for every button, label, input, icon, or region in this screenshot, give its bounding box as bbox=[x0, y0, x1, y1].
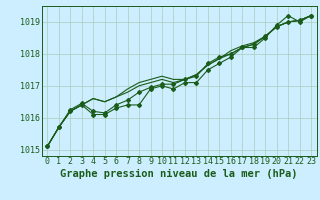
X-axis label: Graphe pression niveau de la mer (hPa): Graphe pression niveau de la mer (hPa) bbox=[60, 169, 298, 179]
